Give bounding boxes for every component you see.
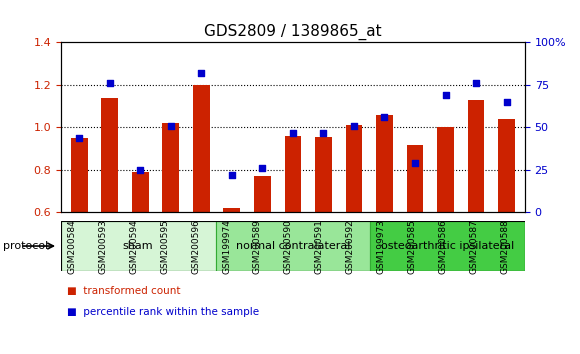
- Bar: [223, 208, 240, 212]
- Text: GSM200596: GSM200596: [191, 219, 200, 274]
- Text: GSM200592: GSM200592: [346, 219, 355, 274]
- Bar: [437, 127, 454, 212]
- Text: normal contralateral: normal contralateral: [235, 241, 350, 251]
- Bar: [407, 145, 423, 212]
- Text: GSM200595: GSM200595: [160, 219, 169, 274]
- Text: GSM199974: GSM199974: [222, 219, 231, 274]
- Text: GSM200590: GSM200590: [284, 219, 293, 274]
- Text: ■  percentile rank within the sample: ■ percentile rank within the sample: [67, 307, 259, 317]
- Bar: [346, 125, 362, 212]
- Text: osteoarthritic ipsilateral: osteoarthritic ipsilateral: [381, 241, 514, 251]
- Text: GSM200586: GSM200586: [438, 219, 448, 274]
- Text: GSM200591: GSM200591: [315, 219, 324, 274]
- Bar: [193, 85, 210, 212]
- Point: [472, 80, 481, 86]
- Bar: [285, 136, 301, 212]
- Point: [227, 172, 237, 178]
- Text: GSM200584: GSM200584: [67, 219, 77, 274]
- Bar: [132, 172, 148, 212]
- Title: GDS2809 / 1389865_at: GDS2809 / 1389865_at: [204, 23, 382, 40]
- Bar: [216, 221, 370, 271]
- Text: GSM200588: GSM200588: [501, 219, 509, 274]
- Point: [105, 80, 114, 86]
- Point: [441, 92, 450, 98]
- Point: [288, 130, 298, 135]
- Point: [349, 123, 358, 129]
- Point: [411, 160, 420, 166]
- Bar: [71, 138, 88, 212]
- Point: [380, 114, 389, 120]
- Point: [197, 70, 206, 76]
- Text: sham: sham: [123, 241, 154, 251]
- Bar: [467, 100, 484, 212]
- Point: [136, 167, 145, 173]
- Point: [258, 165, 267, 171]
- Bar: [254, 176, 271, 212]
- Bar: [370, 221, 525, 271]
- Point: [166, 123, 175, 129]
- Point: [75, 135, 84, 141]
- Bar: [315, 137, 332, 212]
- Bar: [376, 115, 393, 212]
- Text: GSM199973: GSM199973: [376, 219, 386, 274]
- Text: GSM200593: GSM200593: [98, 219, 107, 274]
- Text: ■  transformed count: ■ transformed count: [67, 286, 180, 296]
- Point: [319, 130, 328, 135]
- Bar: [498, 119, 515, 212]
- Text: GSM200587: GSM200587: [469, 219, 478, 274]
- Bar: [61, 221, 216, 271]
- Text: GSM200594: GSM200594: [129, 219, 138, 274]
- Point: [502, 99, 511, 105]
- Bar: [162, 123, 179, 212]
- Text: GSM200589: GSM200589: [253, 219, 262, 274]
- Text: GSM200585: GSM200585: [408, 219, 416, 274]
- Bar: [102, 98, 118, 212]
- Text: protocol: protocol: [3, 241, 48, 251]
